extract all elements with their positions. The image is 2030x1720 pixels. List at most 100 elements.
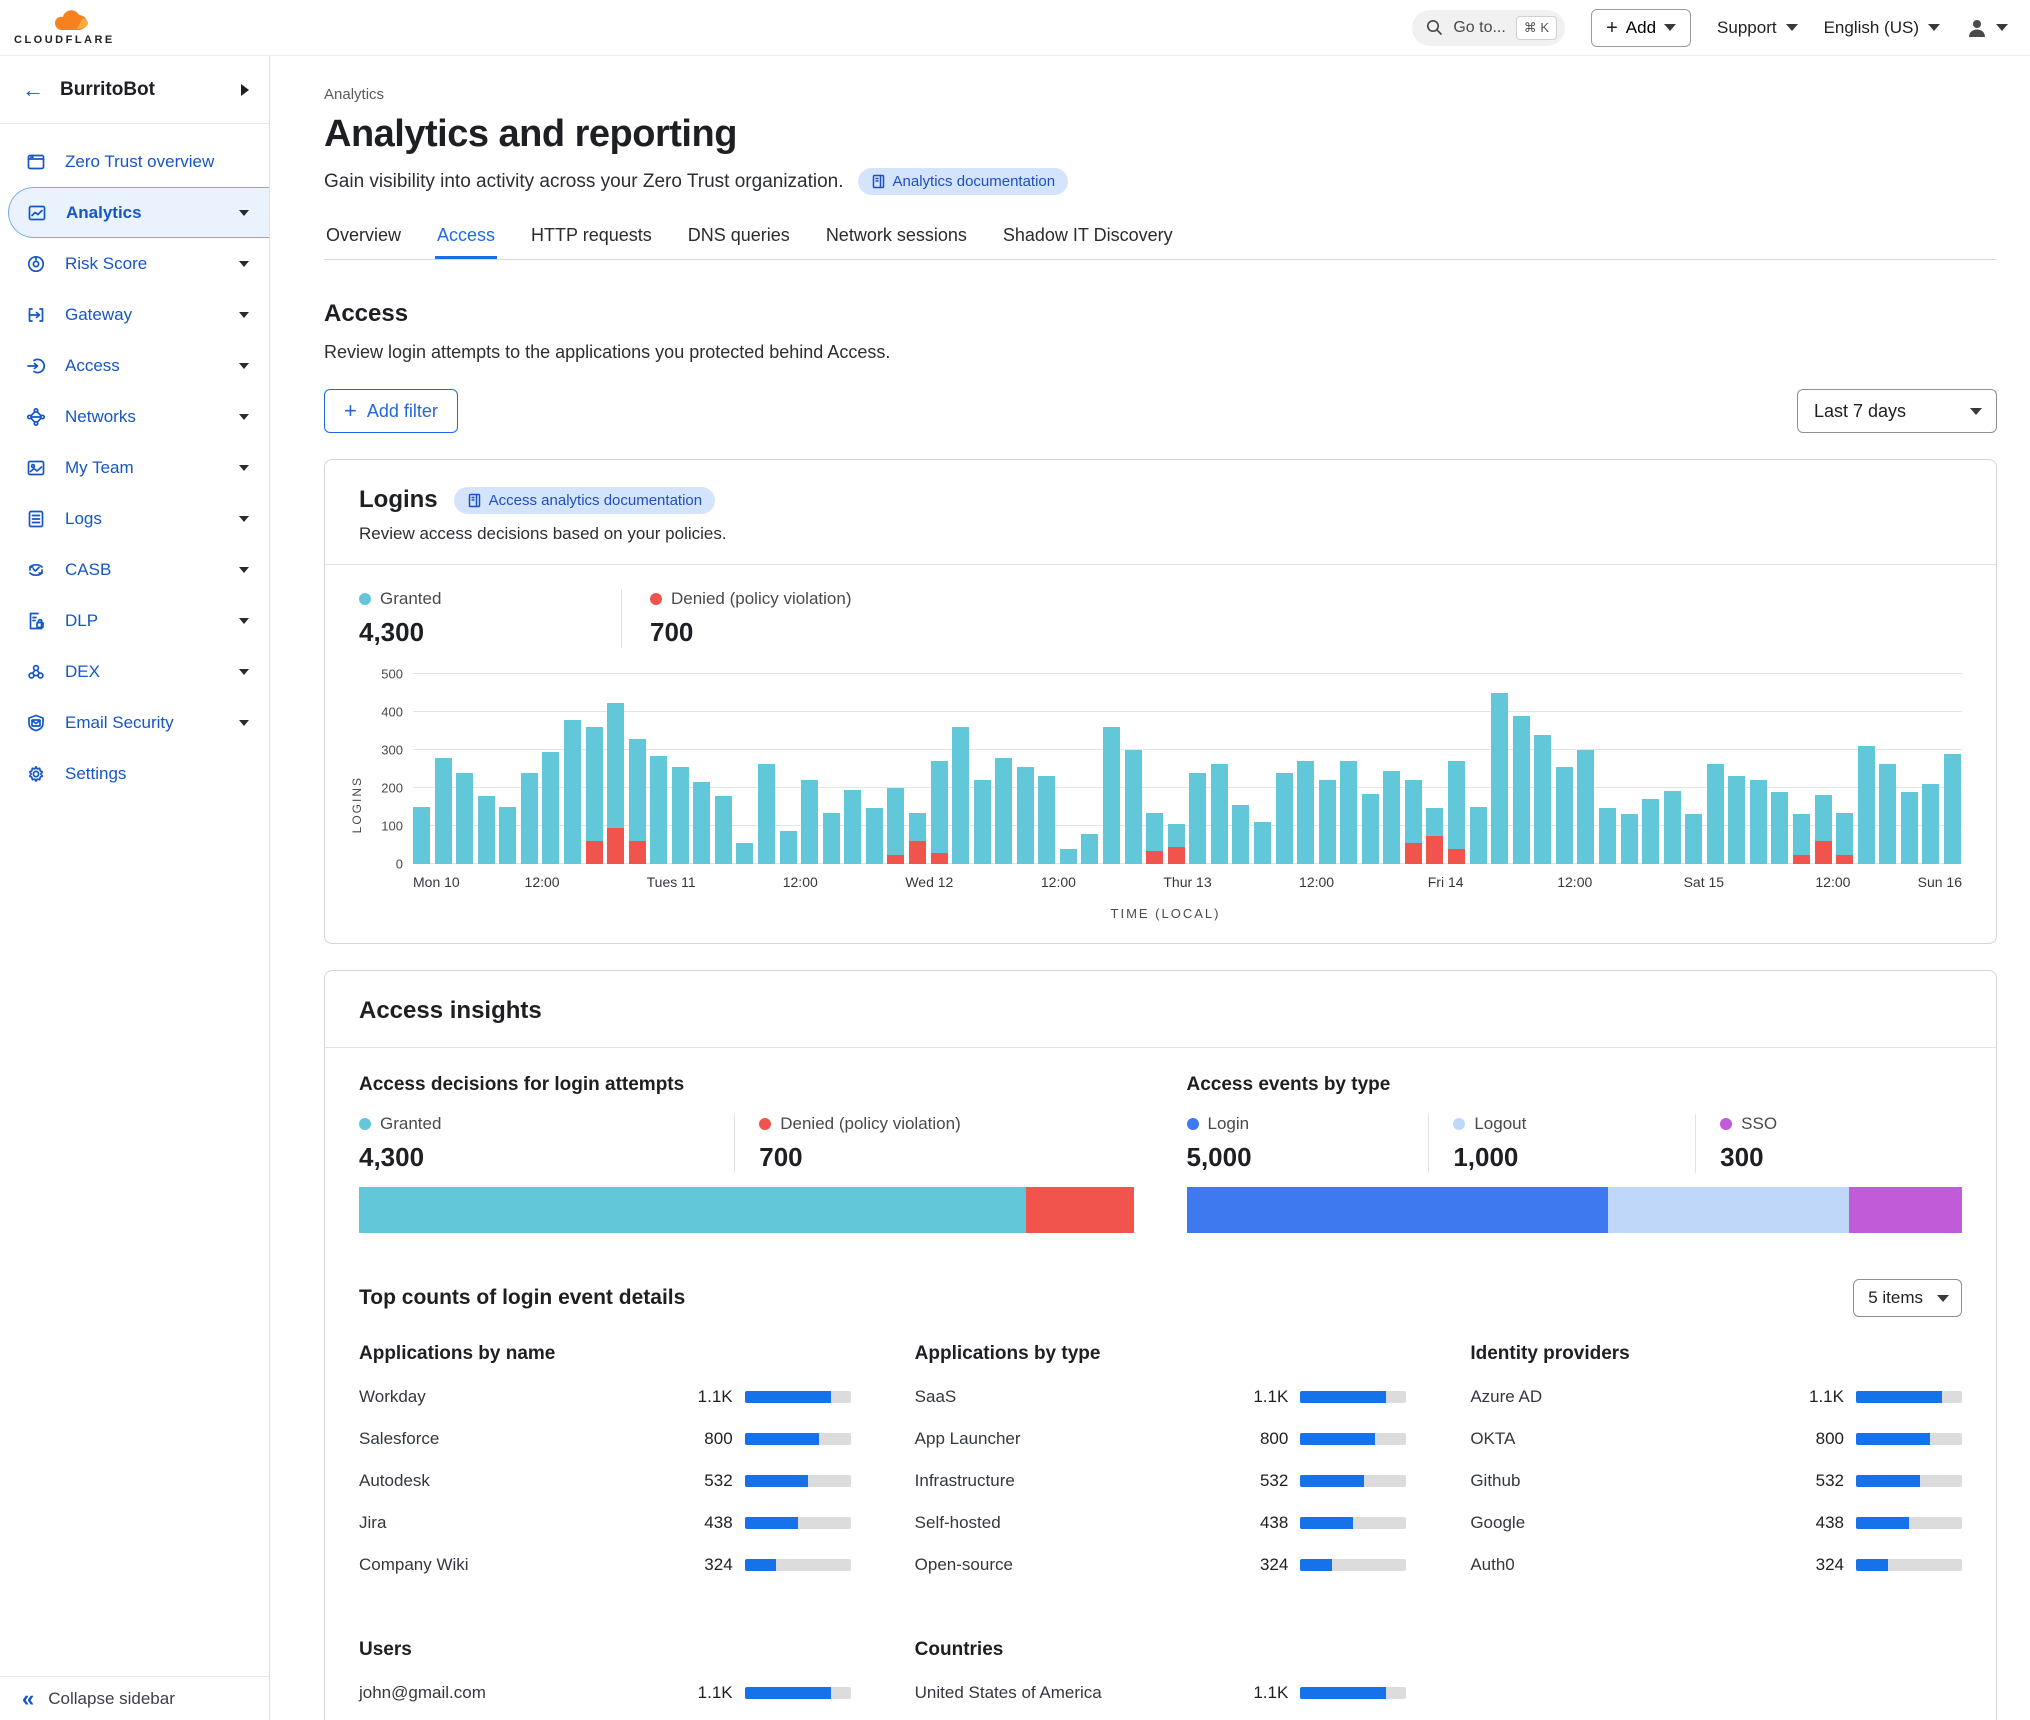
chart-bar — [1146, 674, 1163, 864]
dex-icon — [25, 661, 47, 683]
chevron-down-icon[interactable] — [239, 669, 249, 675]
chevron-down-icon[interactable] — [239, 618, 249, 624]
sidebar-item-dex[interactable]: DEX — [0, 646, 269, 697]
login-bar-segment — [1187, 1187, 1609, 1233]
sidebar-item-my-team[interactable]: My Team — [0, 442, 269, 493]
add-button[interactable]: + Add — [1591, 9, 1691, 47]
tab-network-sessions[interactable]: Network sessions — [824, 223, 969, 259]
sidebar-item-access[interactable]: Access — [0, 340, 269, 391]
sidebar-item-networks[interactable]: Networks — [0, 391, 269, 442]
cloudflare-logo[interactable]: CLOUDFLARE — [14, 10, 115, 46]
sidebar-item-risk-score[interactable]: Risk Score — [0, 238, 269, 289]
chart-bar — [1858, 674, 1875, 864]
progress-bar-track — [1300, 1517, 1406, 1529]
sidebar-item-logs[interactable]: Logs — [0, 493, 269, 544]
chevron-down-icon[interactable] — [239, 261, 249, 267]
denied-bar-segment — [1426, 836, 1443, 865]
chevron-down-icon[interactable] — [239, 720, 249, 726]
item-label: Self-hosted — [915, 1513, 1231, 1533]
global-search[interactable]: Go to... ⌘ K — [1412, 10, 1565, 46]
tab-dns-queries[interactable]: DNS queries — [686, 223, 792, 259]
list-item: Infrastructure532 — [915, 1471, 1407, 1491]
denied-bar-segment — [1815, 841, 1832, 864]
sidebar-item-dlp[interactable]: DLP — [0, 595, 269, 646]
item-label: john@gmail.com — [359, 1683, 675, 1703]
items-count-select[interactable]: 5 items — [1853, 1279, 1962, 1317]
sidebar-item-settings[interactable]: Settings — [0, 748, 269, 799]
chevron-down-icon[interactable] — [239, 567, 249, 573]
progress-bar-track — [1856, 1517, 1962, 1529]
chevron-down-icon[interactable] — [239, 312, 249, 318]
sidebar-item-label: Logs — [65, 509, 239, 529]
list-item: john@gmail.com1.1K — [359, 1683, 851, 1703]
item-value: 1.1K — [675, 1387, 733, 1407]
item-label: Google — [1470, 1513, 1786, 1533]
analytics-documentation-badge[interactable]: Analytics documentation — [858, 168, 1069, 195]
language-menu[interactable]: English (US) — [1824, 18, 1940, 38]
chart-bar — [456, 674, 473, 864]
sidebar-item-analytics[interactable]: Analytics — [8, 187, 269, 238]
chart-bar — [1211, 674, 1228, 864]
collapse-sidebar-button[interactable]: « Collapse sidebar — [0, 1676, 269, 1720]
access-analytics-documentation-badge[interactable]: Access analytics documentation — [454, 487, 715, 514]
logins-card: Logins Access analytics documentation Re… — [324, 459, 1997, 944]
progress-bar-fill — [1856, 1559, 1888, 1571]
x-axis-ticks: Mon 1012:00Tues 1112:00Wed 1212:00Thur 1… — [413, 874, 1962, 904]
granted-bar-segment — [1276, 773, 1293, 864]
item-value: 800 — [1786, 1429, 1844, 1449]
access-insights-card: Access insights Access decisions for log… — [324, 970, 1997, 1720]
chart-bar — [736, 674, 753, 864]
support-label: Support — [1717, 18, 1777, 38]
denied-bar-segment — [1168, 847, 1185, 864]
chevron-right-icon[interactable] — [241, 84, 249, 96]
support-menu[interactable]: Support — [1717, 18, 1798, 38]
chart-bar — [931, 674, 948, 864]
tab-overview[interactable]: Overview — [324, 223, 403, 259]
tab-shadow-it-discovery[interactable]: Shadow IT Discovery — [1001, 223, 1175, 259]
chart-bar — [1103, 674, 1120, 864]
granted-bar-segment — [1793, 814, 1810, 855]
chart-bar — [1664, 674, 1681, 864]
sidebar-item-email-security[interactable]: Email Security — [0, 697, 269, 748]
granted-bar-segment — [1426, 808, 1443, 836]
page-subtitle: Gain visibility into activity across you… — [324, 171, 844, 193]
add-filter-button[interactable]: + Add filter — [324, 389, 458, 433]
sidebar-item-gateway[interactable]: Gateway — [0, 289, 269, 340]
chart-bar — [887, 674, 904, 864]
granted-bar-segment — [909, 813, 926, 842]
networks-icon — [25, 406, 47, 428]
list-item: Workday1.1K — [359, 1387, 851, 1407]
granted-bar-segment — [607, 703, 624, 828]
chart-bar — [1793, 674, 1810, 864]
chart-bar — [629, 674, 646, 864]
granted-bar-segment — [1685, 814, 1702, 864]
date-range-value: Last 7 days — [1814, 401, 1906, 422]
back-arrow-icon[interactable]: ← — [22, 77, 44, 103]
add-filter-label: Add filter — [367, 401, 438, 422]
chart-bar — [521, 674, 538, 864]
my-team-icon — [25, 457, 47, 479]
chevron-down-icon[interactable] — [239, 210, 249, 216]
chevron-down-icon[interactable] — [239, 516, 249, 522]
granted-legend-dot — [359, 1118, 371, 1130]
chevron-down-icon[interactable] — [239, 363, 249, 369]
chevron-down-icon[interactable] — [239, 465, 249, 471]
logout-legend-label: Logout — [1474, 1114, 1526, 1134]
chart-bar — [1426, 674, 1443, 864]
tab-http-requests[interactable]: HTTP requests — [529, 223, 654, 259]
item-value: 324 — [1786, 1555, 1844, 1575]
access-section-description: Review login attempts to the application… — [324, 342, 1997, 363]
chart-bar — [672, 674, 689, 864]
logout-bar-segment — [1608, 1187, 1848, 1233]
tab-access[interactable]: Access — [435, 223, 497, 259]
profile-menu[interactable] — [1966, 17, 2008, 39]
date-range-select[interactable]: Last 7 days — [1797, 389, 1997, 433]
y-tick-label: 500 — [381, 667, 403, 682]
sidebar-item-casb[interactable]: CASB — [0, 544, 269, 595]
sidebar-item-zero-trust-overview[interactable]: Zero Trust overview — [0, 136, 269, 187]
x-tick-label: 12:00 — [783, 874, 818, 890]
chevron-down-icon — [1786, 24, 1798, 31]
analytics-icon — [26, 202, 48, 224]
chevron-down-icon[interactable] — [239, 414, 249, 420]
breadcrumb[interactable]: Analytics — [324, 86, 1997, 103]
